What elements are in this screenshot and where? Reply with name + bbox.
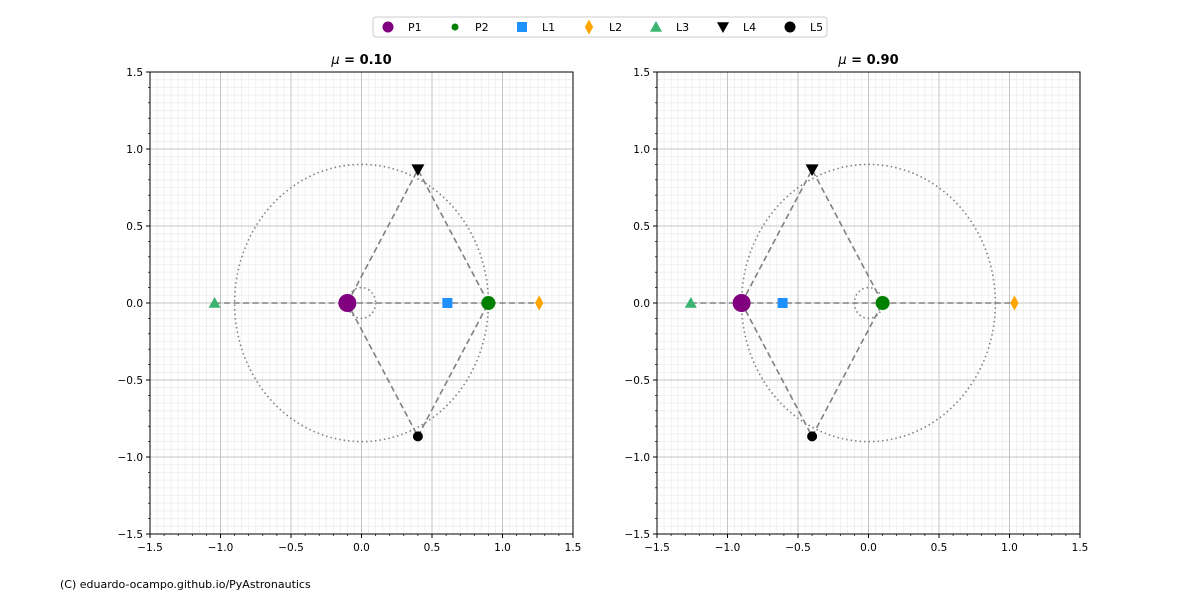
y-tick-label: −1.0 [118, 452, 144, 464]
triangular-lines [346, 167, 490, 439]
legend-marker-l2 [584, 19, 594, 35]
orbit-circle [740, 163, 997, 443]
point-l4 [411, 164, 425, 177]
y-tick-label: −1.5 [625, 529, 651, 541]
legend-marker-p2 [451, 23, 459, 31]
x-tick-label: 0.5 [931, 542, 948, 554]
plot-2: −1.5−1.5 −1.0 −1.0 −0.5 −0.5 0.0 0.0 0.5 0.5 1.0 1… [625, 53, 1089, 554]
legend-frame [372, 16, 828, 38]
point-l3 [208, 297, 221, 308]
point-l2 [1010, 295, 1019, 311]
point-l4 [805, 164, 819, 177]
title-value: = 0.10 [340, 53, 392, 68]
x-tick-label: 1.5 [1072, 542, 1089, 554]
legend-label-p2: P2 [475, 21, 489, 34]
y-tick-label: −1.0 [625, 452, 651, 464]
x-tick-label: 0.0 [860, 542, 877, 554]
y-tick-label: 1.5 [126, 67, 143, 79]
point-l1 [442, 298, 453, 308]
y-tick-label: −1.5 [118, 529, 144, 541]
x-tick-label: 1.0 [1001, 542, 1018, 554]
y-tick-label: 1.5 [633, 67, 650, 79]
y-tick-label: 0.0 [633, 298, 650, 310]
point-l5 [807, 431, 818, 442]
y-tick-label: 1.0 [633, 144, 650, 156]
x-tick-label: 0.0 [353, 542, 370, 554]
x-tick-label: −0.5 [785, 542, 811, 554]
plot-title: μ = 0.90 [837, 53, 898, 68]
point-p1 [732, 294, 751, 312]
y-tick-label: 0.5 [126, 221, 143, 233]
legend-marker-l1 [517, 22, 527, 32]
title-value: = 0.90 [847, 53, 899, 68]
legend-label-l1: L1 [542, 21, 555, 34]
point-l1 [777, 298, 788, 308]
y-tick-label: 0.0 [126, 298, 143, 310]
point-p2 [875, 296, 890, 310]
point-l5 [412, 431, 423, 442]
y-tick-label: −0.5 [118, 375, 144, 387]
x-tick-label: −1.0 [715, 542, 741, 554]
legend-label-l5: L5 [810, 21, 823, 34]
x-tick-label: −1.5 [137, 542, 163, 554]
x-tick-label: −1.5 [644, 542, 670, 554]
x-tick-label: −1.0 [208, 542, 234, 554]
x-tick-label: 1.0 [494, 542, 511, 554]
title-symbol: μ [837, 53, 846, 68]
credit-text: (C) eduardo-ocampo.github.io/PyAstronaut… [60, 578, 311, 591]
legend-label-l3: L3 [676, 21, 689, 34]
y-tick-label: −0.5 [625, 375, 651, 387]
legend-label-l4: L4 [743, 21, 756, 34]
legend-label-p1: P1 [408, 21, 422, 34]
x-tick-label: 0.5 [424, 542, 441, 554]
plot-title: μ = 0.10 [330, 53, 391, 68]
y-tick-label: 0.5 [633, 221, 650, 233]
x-tick-label: −0.5 [278, 542, 304, 554]
x-tick-label: 1.5 [565, 542, 582, 554]
title-symbol: μ [330, 53, 339, 68]
legend-marker-l3 [650, 21, 662, 32]
point-l2 [534, 295, 544, 311]
legend-marker-l5 [784, 21, 796, 33]
y-tick-label: 1.0 [126, 144, 143, 156]
legend-marker-l4 [717, 22, 729, 33]
plot-1: −1.5−1.5 −1.0 −1.0 −0.5 −0.5 0.0 0.0 0.5 0.5 1.0 1… [118, 53, 582, 554]
legend-label-l2: L2 [609, 21, 622, 34]
legend: P1 P2 L1 L2 L3 L4 L5 [372, 16, 828, 38]
legend-marker-p1 [382, 21, 394, 33]
point-l3 [684, 297, 697, 308]
triangular-lines [740, 167, 884, 439]
point-p2 [481, 296, 496, 310]
point-p1 [338, 294, 357, 312]
